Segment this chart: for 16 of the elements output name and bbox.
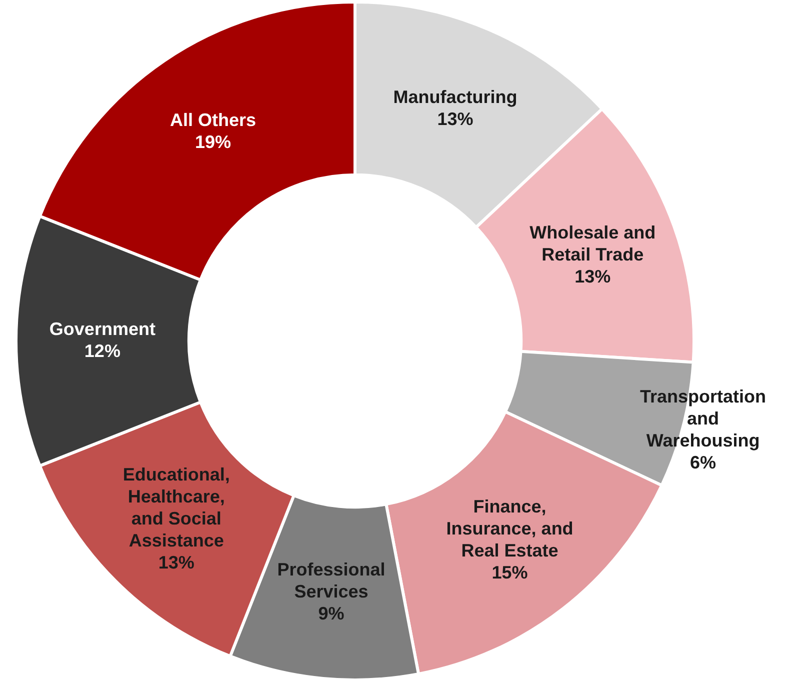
data-label: 9% xyxy=(318,603,344,624)
data-label: 13% xyxy=(574,266,611,286)
slice-label: Educational, Healthcare, and Social Assistance xyxy=(122,464,230,550)
data-label: 12% xyxy=(84,340,120,361)
slice-label: All Others xyxy=(170,110,256,130)
data-label: 13% xyxy=(437,108,474,129)
slice-label: Finance, Insurance, and Real Estate xyxy=(446,496,574,560)
slice-label: Manufacturing xyxy=(393,86,518,107)
data-label: 15% xyxy=(492,562,528,582)
data-label: 19% xyxy=(195,132,232,152)
slice-label: Transportation and Warehousing xyxy=(640,386,766,450)
slice-label: Wholesale and Retail Trade xyxy=(530,222,656,264)
data-label: 6% xyxy=(690,452,716,472)
slice-label: Government xyxy=(49,318,156,339)
slice-label: Professional Services xyxy=(277,559,386,602)
data-label: 13% xyxy=(158,552,194,572)
